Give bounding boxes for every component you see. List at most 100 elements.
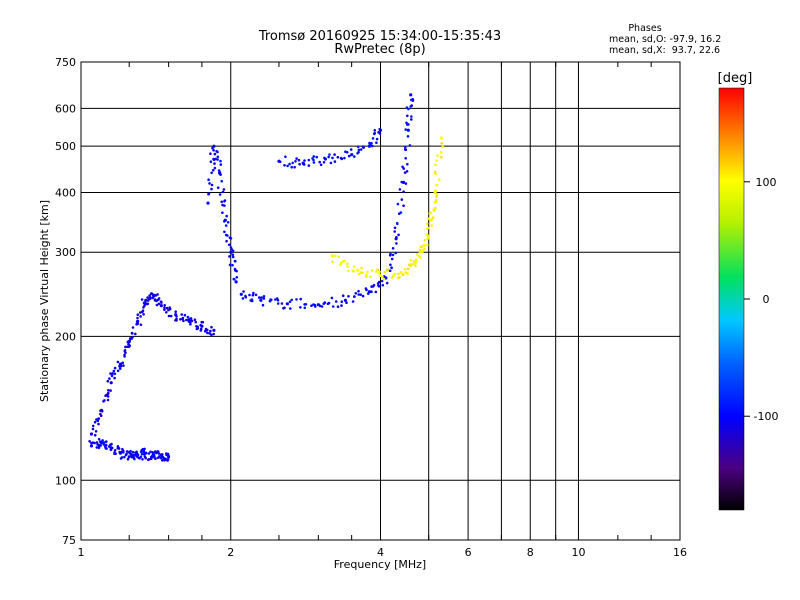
echo-point	[276, 302, 280, 305]
echo-point	[312, 161, 316, 164]
echo-point	[334, 300, 338, 303]
echo-point	[310, 304, 313, 308]
echo-point	[285, 302, 289, 306]
echo-point	[299, 306, 302, 309]
echo-point	[436, 154, 439, 157]
echo-point	[136, 313, 140, 317]
echo-point	[393, 226, 397, 230]
echo-point	[391, 247, 395, 250]
echo-point	[103, 399, 106, 402]
echo-point	[210, 187, 213, 191]
phase-info-x: mean, sd,X: 93.7, 22.6	[609, 45, 720, 56]
echo-point	[414, 260, 418, 263]
echo-point	[381, 275, 384, 279]
echo-point	[381, 283, 385, 287]
echo-point	[409, 259, 413, 262]
echo-point	[323, 157, 327, 161]
echo-point	[346, 262, 349, 265]
echo-point	[189, 322, 192, 326]
echo-point	[213, 162, 216, 165]
echo-point	[435, 195, 438, 198]
echo-point	[156, 293, 159, 296]
echo-point	[105, 440, 108, 443]
echo-point	[221, 211, 224, 214]
echo-point	[433, 170, 437, 174]
echo-point	[374, 290, 378, 294]
echo-point	[208, 332, 211, 335]
echo-point	[380, 279, 384, 283]
echo-point	[239, 292, 243, 296]
echo-point	[284, 155, 287, 158]
echo-point	[430, 224, 434, 227]
echo-point	[140, 298, 144, 301]
echo-point	[125, 452, 128, 456]
colorbar-tick-label: 0	[763, 293, 770, 306]
echo-point	[293, 165, 296, 169]
echo-point	[276, 299, 280, 302]
echo-point	[404, 128, 408, 131]
echo-point	[212, 332, 215, 336]
echo-point	[99, 414, 103, 418]
echo-point	[375, 141, 378, 144]
echo-point	[195, 327, 199, 331]
echo-point	[311, 157, 314, 160]
echo-point	[127, 342, 130, 346]
echo-point	[252, 291, 255, 295]
echo-point	[97, 422, 100, 426]
echo-point	[331, 260, 334, 264]
x-tick-label: 8	[527, 546, 534, 559]
y-tick-label: 100	[55, 474, 76, 487]
echo-point	[144, 301, 147, 304]
echo-point	[174, 310, 177, 314]
echo-point	[357, 150, 360, 154]
grid-lines	[81, 62, 680, 540]
echo-point	[200, 324, 204, 328]
echo-point	[406, 272, 410, 275]
echo-point	[165, 306, 169, 310]
echo-point	[382, 278, 386, 281]
echo-point	[144, 451, 148, 455]
echo-point	[118, 367, 122, 370]
echo-point	[331, 305, 335, 308]
echo-point	[406, 162, 409, 166]
echo-point	[93, 441, 96, 445]
echo-point	[383, 271, 387, 274]
echo-point	[427, 235, 430, 238]
echo-point	[340, 304, 343, 307]
echo-point	[209, 329, 212, 333]
echo-point	[174, 313, 178, 317]
echo-point	[163, 308, 166, 312]
echo-point	[124, 345, 127, 349]
echo-point	[291, 161, 295, 165]
echo-point	[219, 173, 222, 176]
echo-point	[403, 171, 407, 174]
x-tick-label: 6	[465, 546, 472, 559]
echo-point	[141, 309, 145, 313]
phase-info-header: Phases	[628, 23, 661, 34]
echo-point	[360, 266, 364, 270]
echo-point	[295, 298, 298, 301]
echo-point	[135, 450, 138, 454]
echo-point	[426, 243, 429, 247]
echo-point	[134, 332, 137, 336]
echo-point	[346, 265, 349, 268]
echo-point	[229, 250, 233, 254]
echo-point	[160, 301, 163, 304]
echo-point	[398, 212, 401, 215]
x-axis-label: Frequency [MHz]	[334, 558, 426, 571]
echo-point	[418, 249, 422, 252]
x-tick-label: 1	[78, 546, 85, 559]
echo-point	[212, 149, 215, 152]
chart-subtitle: RwPretec (8p)	[334, 42, 425, 57]
echo-point	[116, 360, 120, 364]
echo-point	[376, 268, 380, 272]
echo-point	[336, 155, 340, 159]
echo-point	[290, 165, 294, 169]
echo-point	[113, 376, 116, 380]
echo-point	[101, 439, 104, 442]
echo-point	[189, 320, 192, 324]
echo-point	[179, 318, 182, 321]
echo-point	[219, 159, 222, 163]
echo-point	[425, 222, 429, 226]
echo-point	[298, 162, 301, 166]
